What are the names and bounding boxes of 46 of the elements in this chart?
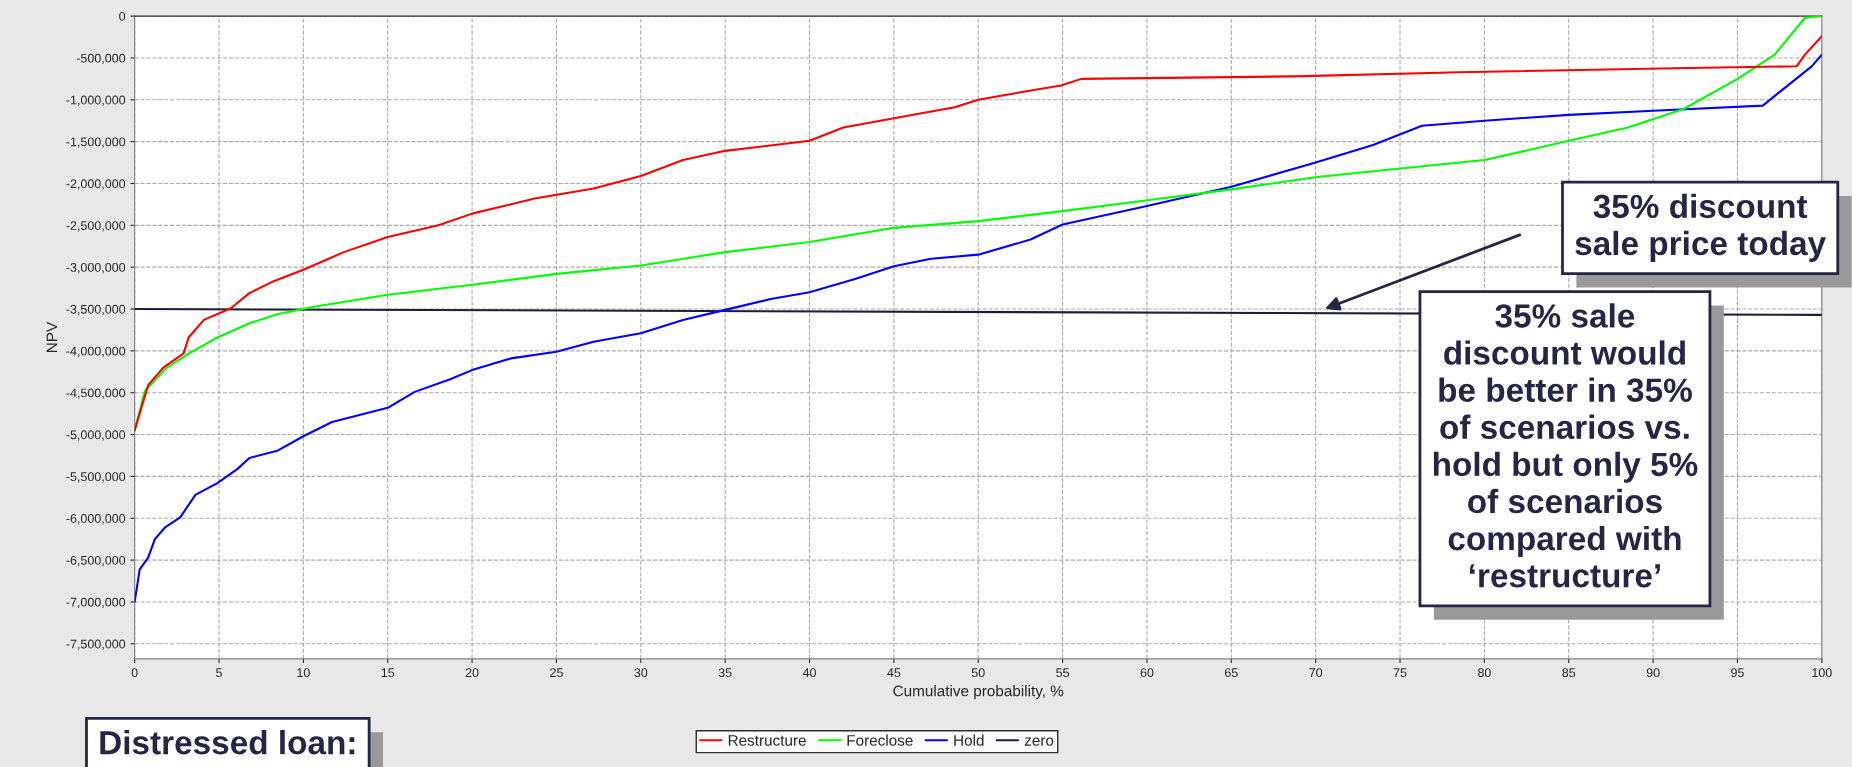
y-tick-label: -5,000,000 [66, 430, 126, 441]
x-tick-label: 100 [1812, 668, 1832, 678]
x-tick-label: 55 [1056, 668, 1070, 678]
x-tick-label: 30 [634, 668, 648, 678]
y-tick-label: -2,500,000 [66, 221, 126, 232]
annotation: 35% discount sale price today [1575, 193, 1826, 262]
y-tick-label: -5,500,000 [66, 472, 126, 483]
x-tick-label: 50 [971, 668, 985, 678]
x-tick-label: 75 [1393, 668, 1407, 678]
x-tick-label: 90 [1646, 668, 1660, 678]
y-tick-label: -1,000,000 [66, 95, 126, 106]
x-tick-label: 80 [1477, 668, 1491, 678]
text: Distressed loan: [100, 729, 355, 755]
y-tick-label: -3,500,000 [66, 304, 126, 316]
y-tick-label: -7,000,000 [66, 597, 126, 609]
x-axis-title: Cumulative probability, % [893, 685, 1064, 700]
legend-label: Foreclose [847, 734, 913, 746]
legend-label: Hold [954, 734, 984, 746]
x-tick-label: 70 [1309, 668, 1323, 678]
y-tick-label: -6,000,000 [66, 514, 126, 525]
y-tick-label: 0 [119, 11, 126, 21]
x-tick-label: 25 [550, 668, 563, 678]
y-tick-label: -500,000 [76, 53, 126, 65]
x-tick-label: 60 [1140, 668, 1154, 678]
y-tick-label: -1,500,000 [66, 137, 126, 148]
legend-label: zero [1024, 737, 1054, 746]
x-tick-label: 10 [297, 668, 310, 678]
x-tick-label: 45 [887, 668, 901, 678]
y-tick-label: -7,500,000 [66, 639, 126, 650]
x-tick-label: 5 [216, 668, 222, 678]
annotation: 35% sale discount would be better in 35% of scenarios vs. hold but only 5% of scenarios compared with ‘restructure’ [1433, 303, 1698, 588]
y-axis-title: NPV [46, 321, 58, 352]
y-tick-label: -4,500,000 [66, 388, 126, 399]
y-tick-label: -2,000,000 [66, 179, 126, 190]
x-tick-label: 15 [381, 668, 395, 678]
x-tick-label: 95 [1731, 668, 1744, 678]
y-tick-label: -6,500,000 [66, 555, 126, 567]
x-tick-label: 85 [1562, 668, 1576, 678]
y-tick-label: -4,000,000 [66, 346, 126, 357]
y-tick-label: -3,000,000 [66, 262, 126, 274]
legend-label: Restructure [728, 735, 806, 746]
x-tick-label: 65 [1224, 668, 1238, 678]
x-tick-label: 35 [718, 668, 732, 678]
x-tick-label: 40 [802, 668, 816, 678]
x-tick-label: 20 [465, 668, 479, 678]
x-tick-label: 0 [131, 668, 138, 678]
